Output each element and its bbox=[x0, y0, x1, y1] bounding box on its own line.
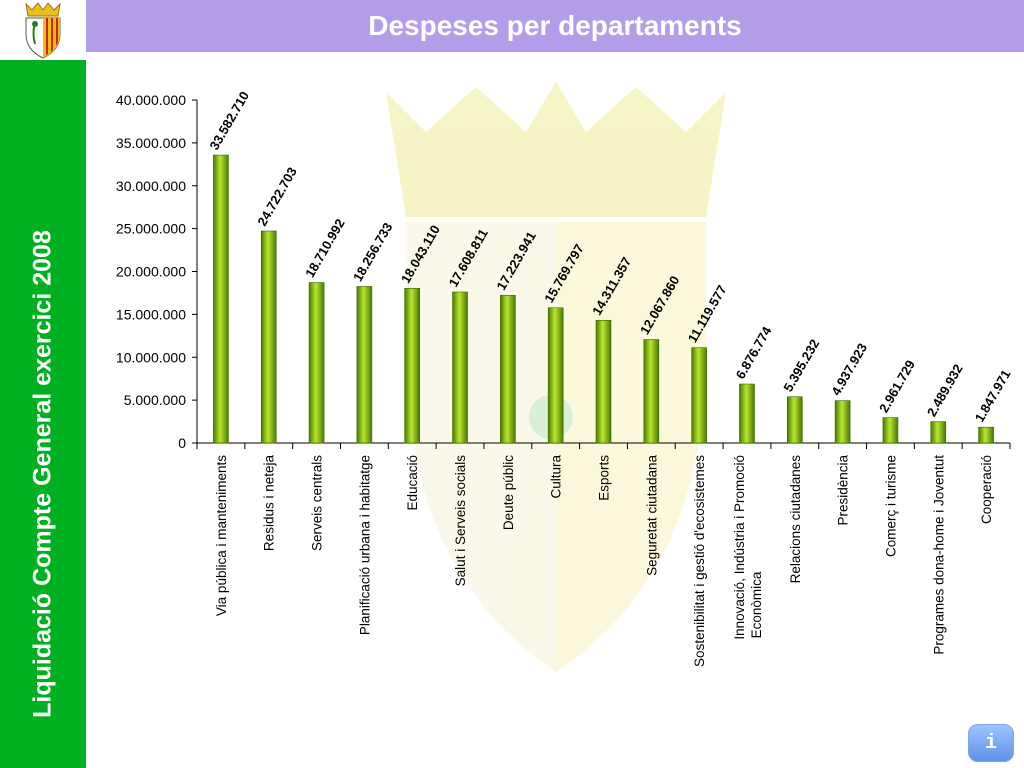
data-label: 18.256.733 bbox=[350, 220, 396, 284]
bar bbox=[356, 286, 373, 444]
y-tick-label: 25.000.000 bbox=[116, 221, 186, 237]
category-label-line: Programes dona-home i Joventut bbox=[931, 455, 946, 655]
data-label: 18.710.992 bbox=[302, 216, 348, 280]
bar bbox=[834, 400, 851, 444]
category-label: Presidència bbox=[836, 455, 851, 526]
bar bbox=[213, 154, 229, 444]
category-label: Cooperació bbox=[979, 455, 994, 524]
category-label: Esports bbox=[597, 455, 612, 501]
category-label: Via pública i manteniments bbox=[214, 455, 229, 616]
data-label: 4.937.923 bbox=[828, 341, 870, 399]
category-label-line: Relacions ciutadanes bbox=[788, 455, 803, 584]
category-label-line: Econòmica bbox=[749, 571, 764, 638]
category-label: Educació bbox=[405, 455, 420, 511]
category-label-line: Comerç i turisme bbox=[883, 455, 898, 557]
data-label: 1.847.971 bbox=[972, 367, 1014, 425]
bar bbox=[739, 383, 755, 444]
category-label-line: Innovació, Indústria i Promoció bbox=[732, 455, 747, 640]
category-label-line: Educació bbox=[405, 455, 420, 511]
category-label-line: Serveis centrals bbox=[310, 455, 325, 551]
bar bbox=[691, 347, 707, 444]
data-label: 33.582.710 bbox=[207, 89, 253, 153]
info-button[interactable]: i bbox=[968, 724, 1014, 762]
y-tick-label: 30.000.000 bbox=[116, 178, 186, 194]
y-tick-label: 20.000.000 bbox=[116, 264, 186, 280]
bar bbox=[404, 287, 421, 444]
category-label-line: Cooperació bbox=[979, 455, 994, 524]
data-label: 2.961.729 bbox=[876, 358, 918, 416]
info-icon: i bbox=[984, 731, 997, 755]
bar-chart: 0 5.000.000 10.000.000 15.000.000 20.000.000… bbox=[116, 82, 1014, 672]
bar bbox=[882, 417, 899, 444]
category-label-line: Residus i neteja bbox=[262, 455, 277, 552]
category-label-line: Deute públic bbox=[501, 455, 516, 530]
category-label: Sostenibilitat i gestió d'ecosistemes bbox=[692, 455, 707, 667]
category-label: Serveis centrals bbox=[310, 455, 325, 551]
bar bbox=[643, 339, 660, 444]
y-tick-label: 10.000.000 bbox=[116, 349, 186, 365]
category-label: Seguretat ciutadana bbox=[644, 455, 659, 576]
category-label-line: Planificació urbana i habitatge bbox=[357, 455, 372, 635]
bar bbox=[500, 295, 516, 444]
category-label-line: Cultura bbox=[549, 455, 564, 499]
bar bbox=[786, 396, 803, 444]
bar bbox=[547, 307, 564, 444]
category-label: Salut i Serveis socials bbox=[453, 455, 468, 587]
y-tick-label: 40.000.000 bbox=[116, 92, 186, 108]
sidebar: Liquidació Compte General exercici 2008 bbox=[0, 60, 86, 768]
category-label: Cultura bbox=[549, 455, 564, 499]
data-label: 5.395.232 bbox=[780, 337, 822, 395]
category-label: Comerç i turisme bbox=[883, 455, 898, 557]
category-label: Planificació urbana i habitatge bbox=[357, 455, 372, 635]
category-labels: Via pública i manteniments Residus i nete… bbox=[214, 455, 994, 667]
bar bbox=[308, 282, 325, 444]
y-axis-ticks: 0 5.000.000 10.000.000 15.000.000 20.000.000… bbox=[116, 92, 197, 451]
slide-title: Despeses per departaments bbox=[86, 0, 1024, 52]
bar-series bbox=[213, 154, 994, 444]
bar bbox=[595, 319, 612, 444]
category-label: Programes dona-home i Joventut bbox=[931, 455, 946, 655]
bar bbox=[452, 291, 468, 444]
sidebar-title: Liquidació Compte General exercici 2008 bbox=[28, 230, 57, 718]
category-label: Residus i neteja bbox=[262, 455, 277, 552]
category-label-line: Salut i Serveis socials bbox=[453, 455, 468, 587]
bar bbox=[930, 421, 947, 444]
bar bbox=[978, 426, 994, 444]
bar bbox=[260, 230, 277, 444]
watermark-emblem bbox=[386, 82, 726, 672]
category-label-line: Esports bbox=[597, 455, 612, 501]
category-label-line: Sostenibilitat i gestió d'ecosistemes bbox=[692, 455, 707, 667]
category-label-line: Presidència bbox=[836, 455, 851, 526]
y-tick-label: 5.000.000 bbox=[124, 392, 186, 408]
coat-of-arms-icon bbox=[25, 2, 61, 59]
data-label: 24.722.703 bbox=[254, 165, 300, 229]
data-label: 6.876.774 bbox=[733, 323, 775, 381]
data-label: 2.489.932 bbox=[924, 362, 966, 420]
category-label-line: Via pública i manteniments bbox=[214, 455, 229, 616]
y-tick-label: 35.000.000 bbox=[116, 135, 186, 151]
category-label: Relacions ciutadanes bbox=[788, 455, 803, 584]
category-label-line: Seguretat ciutadana bbox=[644, 455, 659, 576]
category-label: Deute públic bbox=[501, 455, 516, 530]
y-tick-label: 0 bbox=[178, 435, 186, 451]
category-label: Innovació, Indústria i Promoció Econòmica bbox=[732, 455, 764, 640]
y-tick-label: 15.000.000 bbox=[116, 306, 186, 322]
